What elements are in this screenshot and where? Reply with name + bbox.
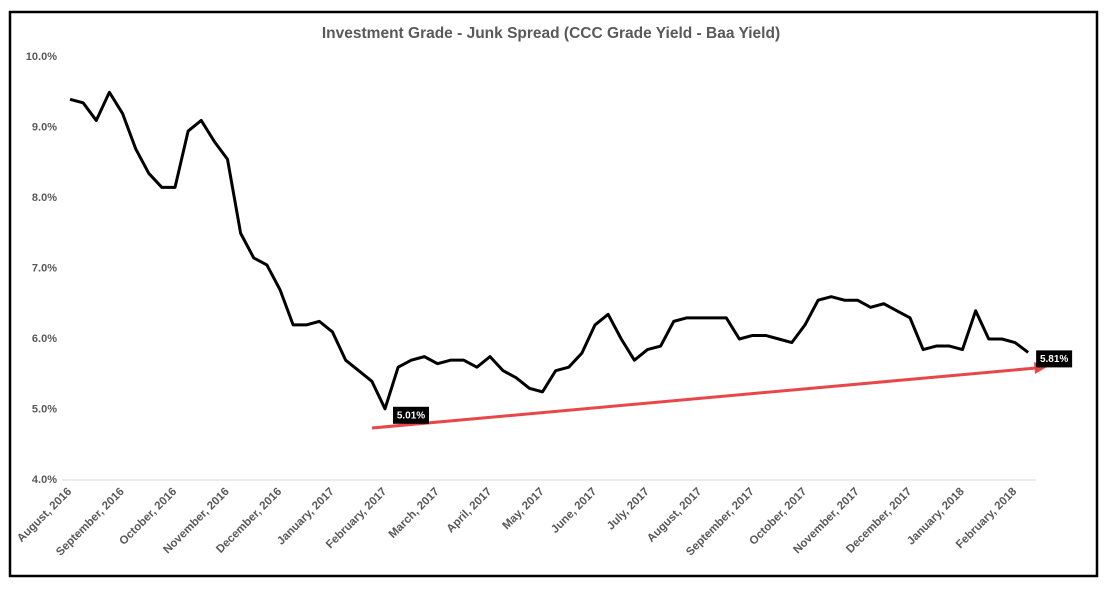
y-tick-label: 8.0% (32, 192, 57, 204)
y-tick-label: 9.0% (32, 121, 57, 133)
chart-frame (8, 10, 1099, 578)
y-tick-label: 4.0% (32, 474, 57, 486)
data-label: 5.81% (1036, 350, 1073, 368)
trend-arrow (371, 366, 1037, 430)
data-label-box (393, 406, 429, 424)
chart-title: Investment Grade - Junk Spread (CCC Grad… (322, 25, 780, 42)
y-tick-label: 10.0% (26, 51, 57, 63)
data-label-text: 5.81% (1040, 354, 1068, 365)
y-tick-label: 5.0% (32, 403, 57, 415)
y-tick-label: 6.0% (32, 333, 57, 345)
y-tick-label: 7.0% (32, 262, 57, 274)
data-label-box (1036, 350, 1073, 368)
data-label-text: 5.01% (397, 410, 425, 421)
data-line (69, 90, 1030, 411)
data-label: 5.01% (393, 406, 429, 424)
